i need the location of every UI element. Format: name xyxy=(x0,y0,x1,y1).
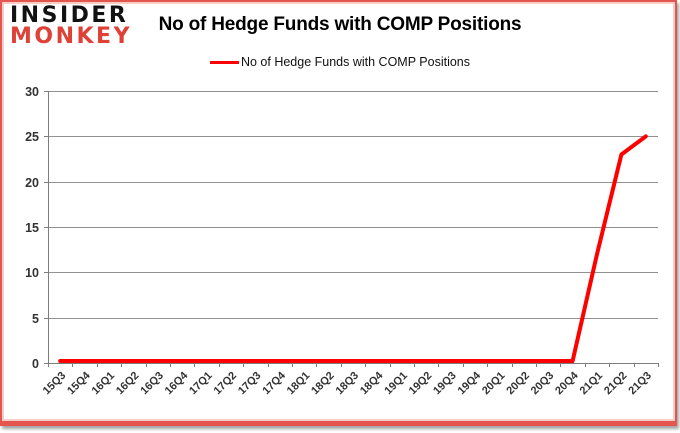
legend-label: No of Hedge Funds with COMP Positions xyxy=(240,55,471,69)
chart-legend: No of Hedge Funds with COMP Positions xyxy=(0,55,680,69)
x-tick-label: 19Q3 xyxy=(431,370,459,398)
x-tick-label: 19Q4 xyxy=(456,369,484,397)
logo-insider-text: INSIDER xyxy=(10,3,129,28)
x-tick-label: 18Q4 xyxy=(358,369,386,397)
y-tick-label: 10 xyxy=(25,266,39,280)
x-tick-label: 18Q1 xyxy=(285,370,313,398)
x-tick-label: 20Q4 xyxy=(553,369,581,397)
x-tick-label: 16Q3 xyxy=(138,370,166,398)
x-tick-label: 16Q4 xyxy=(163,369,191,397)
x-tick-label: 21Q2 xyxy=(602,370,630,398)
y-tick-label: 30 xyxy=(25,85,39,99)
x-tick-label: 21Q1 xyxy=(578,370,606,398)
red-border-frame xyxy=(0,0,677,426)
x-tick-label: 18Q2 xyxy=(309,370,337,398)
x-tick-label: 20Q1 xyxy=(480,370,508,398)
x-tick-label: 16Q1 xyxy=(90,370,118,398)
legend-line-swatch xyxy=(209,60,239,64)
x-tick-label: 16Q2 xyxy=(114,370,142,398)
y-tick-label: 20 xyxy=(25,176,39,190)
x-tick-label: 19Q2 xyxy=(407,370,435,398)
x-tick-label: 20Q3 xyxy=(529,370,557,398)
x-tick-label: 17Q1 xyxy=(187,370,215,398)
y-tick-label: 25 xyxy=(25,130,39,144)
x-tick-label: 19Q1 xyxy=(382,370,410,398)
insider-monkey-logo: INSIDER MONKEY xyxy=(10,3,133,49)
y-tick-label: 0 xyxy=(32,357,39,371)
y-tick-label: 5 xyxy=(32,312,39,326)
chart-title: No of Hedge Funds with COMP Positions xyxy=(158,14,522,35)
x-tick-label: 17Q4 xyxy=(260,369,288,397)
x-tick-label: 15Q4 xyxy=(65,369,93,397)
x-tick-label: 17Q2 xyxy=(212,370,240,398)
x-tick-label: 15Q3 xyxy=(41,370,69,398)
logo-monkey-text: MONKEY xyxy=(10,23,133,49)
x-tick-label: 21Q3 xyxy=(626,370,654,398)
data-line-comp-positions xyxy=(58,134,648,363)
y-tick-label: 15 xyxy=(25,221,39,235)
x-tick-label: 18Q3 xyxy=(334,370,362,398)
x-tick-label: 17Q3 xyxy=(236,370,264,398)
x-tick-label: 20Q2 xyxy=(504,370,532,398)
